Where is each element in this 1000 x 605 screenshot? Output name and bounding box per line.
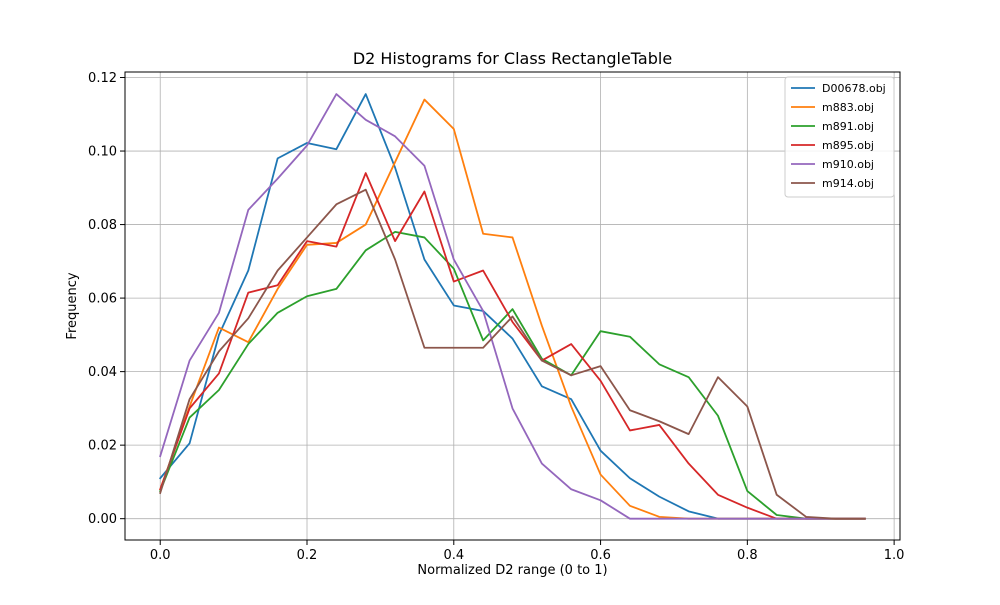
series-line-m895-obj bbox=[159, 172, 866, 520]
legend-label: m914.obj bbox=[822, 177, 874, 190]
grid-lines bbox=[125, 72, 900, 540]
legend-label: m891.obj bbox=[822, 120, 874, 133]
series-line-m891-obj bbox=[159, 231, 866, 520]
x-axis-label: Normalized D2 range (0 to 1) bbox=[417, 563, 607, 578]
axis-ticks: 0.0 0.2 0.4 0.6 0.8 1.0 0.00 0.02 0.04 0.06 0.08 0.… bbox=[88, 71, 904, 563]
x-tick-label: 0.6 bbox=[590, 548, 611, 563]
x-tick-label: 0.8 bbox=[737, 548, 758, 563]
legend: D00678.obj m883.obj m891.obj m895.obj m910.o… bbox=[784, 76, 895, 198]
y-axis-label: Frequency bbox=[65, 272, 80, 339]
legend-label: D00678.obj bbox=[822, 82, 886, 95]
y-tick-label: 0.12 bbox=[88, 71, 117, 86]
x-tick-label: 0.0 bbox=[150, 548, 171, 563]
x-tick-label: 1.0 bbox=[884, 548, 905, 563]
x-tick-label: 0.4 bbox=[443, 548, 464, 563]
chart-title: D2 Histograms for Class RectangleTable bbox=[353, 49, 672, 68]
y-tick-label: 0.08 bbox=[88, 218, 117, 233]
y-tick-label: 0.10 bbox=[88, 145, 117, 160]
legend-label: m883.obj bbox=[822, 101, 874, 114]
series-line-m914-obj bbox=[159, 188, 866, 520]
y-tick-label: 0.00 bbox=[88, 512, 117, 527]
series-line-d00678-obj bbox=[158, 93, 866, 520]
plot-area-frame bbox=[124, 71, 901, 541]
legend-label: m895.obj bbox=[822, 139, 874, 152]
y-tick-label: 0.06 bbox=[88, 292, 117, 307]
legend-label: m910.obj bbox=[822, 158, 874, 171]
series-line-m910-obj bbox=[159, 93, 866, 520]
x-tick-label: 0.2 bbox=[297, 548, 318, 563]
series-lines bbox=[158, 93, 866, 520]
y-tick-label: 0.02 bbox=[88, 439, 117, 454]
y-tick-label: 0.04 bbox=[88, 365, 117, 380]
